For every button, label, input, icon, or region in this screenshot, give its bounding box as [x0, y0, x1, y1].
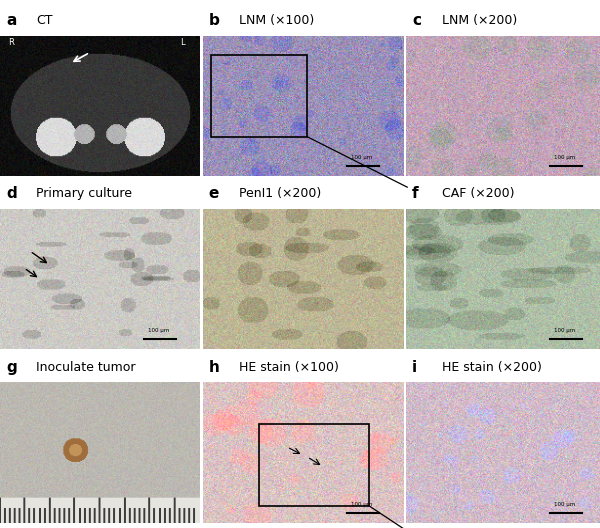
Text: f: f: [412, 186, 419, 201]
Text: 100 μm: 100 μm: [351, 155, 373, 160]
Text: g: g: [6, 360, 17, 375]
Text: HE stain (×200): HE stain (×200): [442, 361, 542, 374]
Text: d: d: [6, 186, 17, 201]
Bar: [259, 425, 369, 506]
Text: PenI1 (×200): PenI1 (×200): [239, 187, 321, 200]
Text: Primary culture: Primary culture: [36, 187, 132, 200]
Text: L: L: [180, 39, 184, 48]
Text: e: e: [209, 186, 219, 201]
Text: Inoculate tumor: Inoculate tumor: [36, 361, 136, 374]
Text: 100 μm: 100 μm: [554, 502, 575, 507]
Text: b: b: [209, 13, 220, 28]
Text: a: a: [6, 13, 16, 28]
Text: LNM (×200): LNM (×200): [442, 14, 517, 27]
Text: h: h: [209, 360, 220, 375]
Text: 100 μm: 100 μm: [554, 328, 575, 334]
Text: c: c: [412, 13, 421, 28]
Text: R: R: [8, 39, 14, 48]
Text: i: i: [412, 360, 418, 375]
Text: 100 μm: 100 μm: [351, 502, 373, 507]
Bar: [211, 55, 307, 137]
Text: CT: CT: [36, 14, 52, 27]
Text: 100 μm: 100 μm: [554, 155, 575, 160]
Text: 100 μm: 100 μm: [148, 328, 169, 334]
Text: HE stain (×100): HE stain (×100): [239, 361, 339, 374]
Text: CAF (×200): CAF (×200): [442, 187, 515, 200]
Text: LNM (×100): LNM (×100): [239, 14, 314, 27]
